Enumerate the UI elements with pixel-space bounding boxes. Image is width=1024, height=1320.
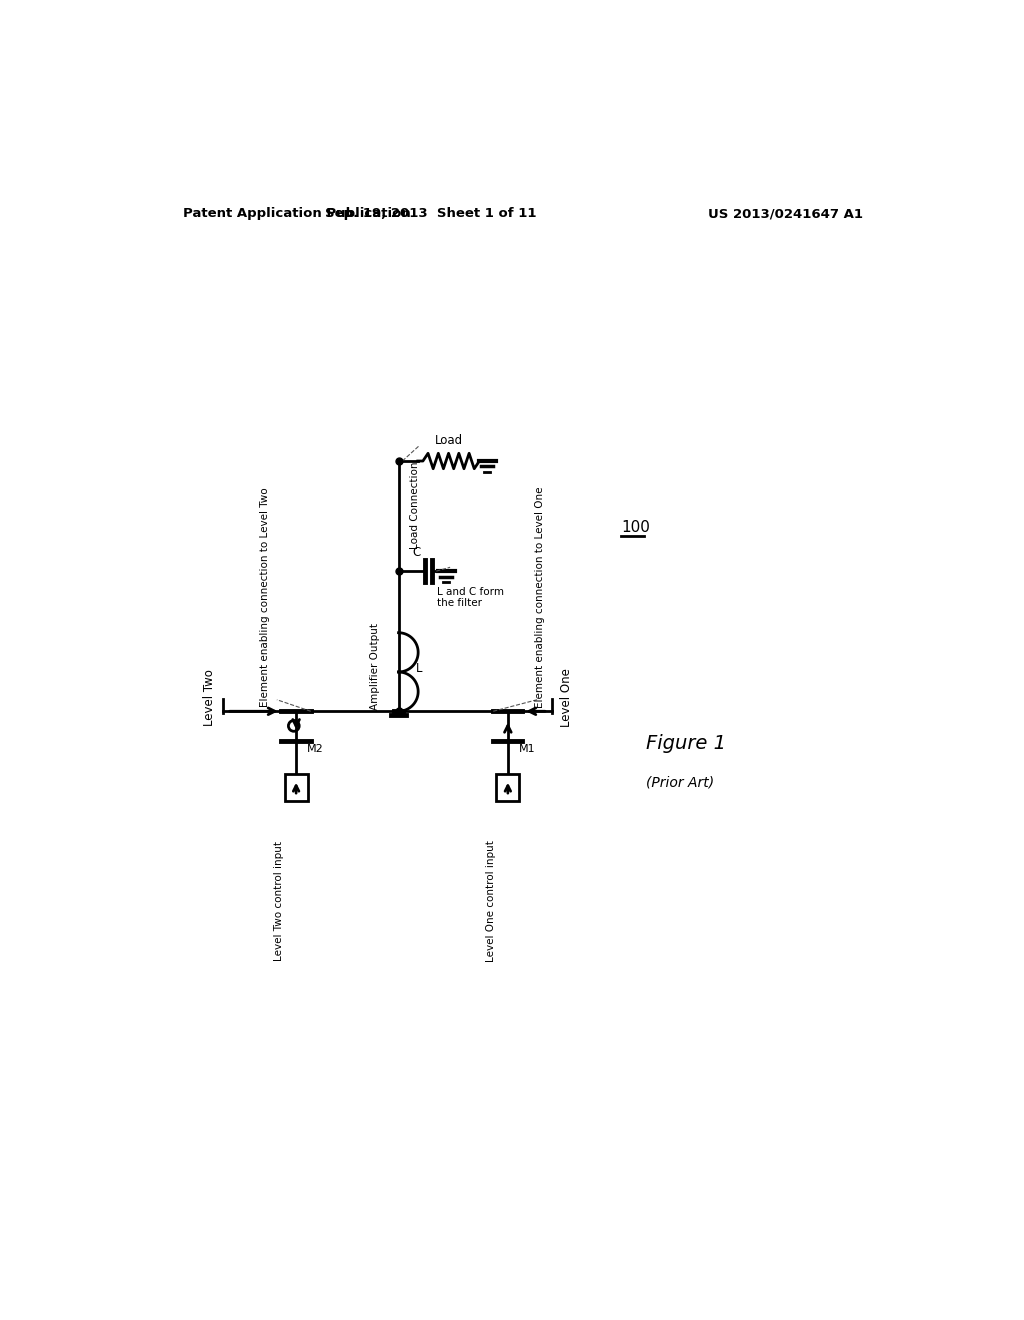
Text: 100: 100 [621,520,650,536]
Text: Element enabling connection to Level Two: Element enabling connection to Level Two [260,487,270,708]
Text: M1: M1 [518,744,536,754]
Bar [285,775,307,801]
Text: Level One: Level One [560,668,572,727]
Text: Patent Application Publication: Patent Application Publication [183,207,411,220]
Text: Element enabling connection to Level One: Element enabling connection to Level One [536,487,545,708]
Bar [497,775,519,801]
Text: Level Two control input: Level Two control input [274,841,285,961]
Text: Load: Load [434,434,463,447]
Text: Level Two: Level Two [204,669,216,726]
Text: L and C form
the filter: L and C form the filter [437,586,504,609]
Text: (Prior Art): (Prior Art) [646,775,715,789]
Text: M2: M2 [307,744,324,754]
Text: Level One control input: Level One control input [486,841,496,962]
Text: Figure 1: Figure 1 [646,734,726,754]
Text: US 2013/0241647 A1: US 2013/0241647 A1 [708,207,863,220]
Text: Sep. 19, 2013  Sheet 1 of 11: Sep. 19, 2013 Sheet 1 of 11 [325,207,537,220]
Text: Amplifier Output: Amplifier Output [371,623,381,710]
Text: Load Connection: Load Connection [411,461,421,549]
Text: L: L [416,661,422,675]
Text: C: C [412,545,421,558]
